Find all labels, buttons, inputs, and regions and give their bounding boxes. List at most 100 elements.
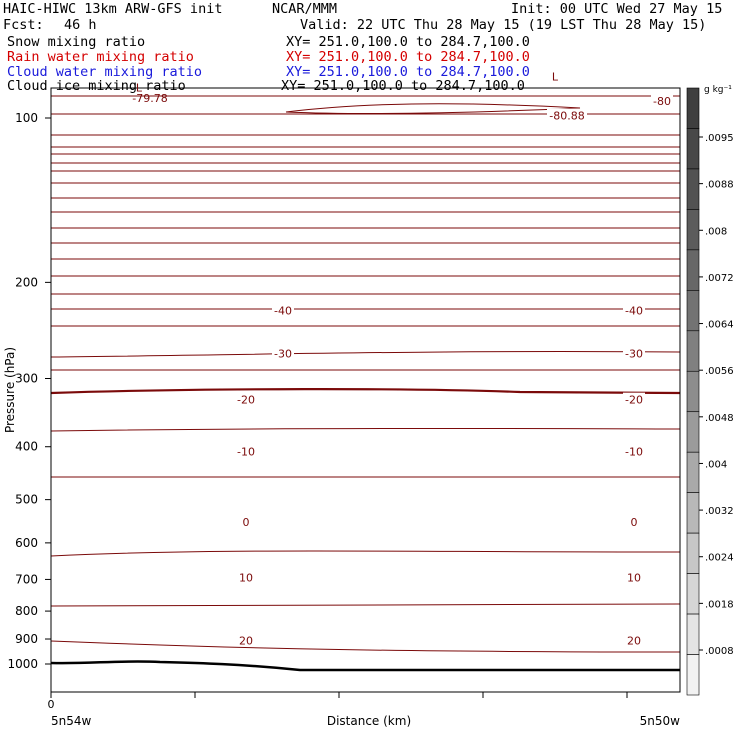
plot-frame	[50, 87, 681, 693]
label-bg	[626, 633, 642, 647]
colorbar-swatch	[686, 249, 700, 291]
isotherm-label: -20	[237, 394, 255, 407]
label-bg	[629, 515, 639, 529]
label-bg	[241, 515, 251, 529]
y-tick-label: 300	[15, 372, 38, 386]
label-bg	[238, 570, 254, 584]
y-tick-label: 400	[15, 440, 38, 454]
x-axis-label: Distance (km)	[327, 714, 411, 728]
colorbar-swatch	[686, 290, 700, 332]
isotherm-label: -80	[653, 95, 671, 108]
colorbar-swatch	[686, 87, 700, 129]
label-bg	[626, 570, 642, 584]
low-value: -79.78	[132, 92, 167, 105]
colorbar-swatch	[686, 168, 700, 210]
init-time: Init: 00 UTC Wed 27 May 15	[511, 1, 723, 17]
colorbar-swatch	[686, 209, 700, 251]
isotherm-label: 10	[239, 572, 253, 585]
colorbar: .0095 .0088 .008 .0072 .0064 .0056 .0048 .004 .0…	[686, 85, 734, 696]
colorbar-label: .0032	[705, 506, 734, 517]
label-bg	[623, 392, 645, 406]
colorbar-label: .004	[705, 459, 727, 470]
colorbar-swatch	[686, 330, 700, 372]
colorbar-swatch	[686, 532, 700, 574]
label-bg	[272, 346, 294, 360]
y-axis-label: Pressure (hPa)	[3, 347, 17, 433]
isotherm-line	[50, 427, 681, 432]
isotherm-label: 0	[631, 516, 638, 529]
forecast-hour: 46 h	[64, 17, 97, 33]
colorbar-label: .0048	[705, 413, 734, 424]
colorbar-swatch	[686, 370, 700, 413]
field-cloudice-xy: XY= 251.0,100.0 to 284.7,100.0	[281, 78, 525, 94]
low-marker: L	[136, 82, 143, 95]
isotherm-label: -40	[274, 304, 292, 317]
isotherm-line	[50, 351, 681, 358]
colorbar-label: .0056	[705, 366, 734, 377]
colorbar-label: .0008	[705, 646, 734, 657]
isotherm-line	[50, 388, 681, 395]
isotherm-label: -30	[274, 348, 292, 361]
colorbar-swatch	[686, 573, 700, 615]
model-title: HAIC-HIWC 13km ARW-GFS init	[3, 1, 223, 17]
low-value: -80.88	[549, 110, 584, 123]
colorbar-swatch	[686, 411, 700, 453]
forecast-label: Fcst:	[3, 17, 44, 33]
label-bg	[235, 444, 257, 458]
y-tick-label: 700	[15, 572, 38, 586]
colorbar-swatch	[686, 128, 700, 170]
field-cloudwater-xy: XY= 251.0,100.0 to 284.7,100.0	[286, 64, 530, 80]
x-tick-label: 0	[48, 698, 55, 711]
colorbar-label: .0064	[705, 320, 734, 331]
colorbar-label: .008	[705, 226, 727, 237]
label-bg	[651, 93, 673, 107]
y-tick-label: 500	[15, 493, 38, 507]
field-snow-xy: XY= 251.0,100.0 to 284.7,100.0	[286, 34, 530, 50]
valid-time: Valid: 22 UTC Thu 28 May 15 (19 LST Thu …	[300, 17, 707, 33]
y-tick-label: 900	[15, 632, 38, 646]
colorbar-label: .0018	[705, 599, 734, 610]
label-bg	[238, 633, 254, 647]
colorbar-swatch	[686, 613, 700, 655]
colorbar-unit: g kg⁻¹	[704, 85, 732, 95]
low-marker: L	[552, 71, 559, 84]
surface-line	[50, 660, 680, 672]
org-label: NCAR/MMM	[272, 1, 338, 17]
label-bg	[272, 303, 294, 317]
isotherm-label: -10	[625, 445, 643, 458]
colorbar-swatch	[686, 654, 700, 696]
isotherm-label: -10	[237, 445, 255, 458]
colorbar-label: .0095	[705, 133, 734, 144]
field-cloudwater-label: Cloud water mixing ratio	[7, 64, 203, 80]
colorbar-label: .0072	[705, 273, 734, 284]
label-bg	[623, 346, 645, 360]
colorbar-label: .0088	[705, 180, 734, 191]
label-bg	[623, 303, 645, 317]
y-tick-label: 1000	[7, 657, 38, 671]
cold-core-contour	[285, 103, 581, 115]
y-tick-label: 200	[15, 275, 38, 289]
field-cloudice-label: Cloud ice mixing ratio	[7, 78, 186, 94]
colorbar-swatch	[686, 492, 700, 534]
isotherm-label: -30	[625, 348, 643, 361]
label-bg	[623, 444, 645, 458]
isotherm-label: 20	[627, 634, 641, 647]
y-tick-label: 100	[15, 111, 38, 125]
isotherm-line	[50, 640, 681, 653]
axes: 1002003004005006007008009001000Pressure …	[3, 111, 680, 728]
isotherm-label: 20	[239, 634, 253, 647]
isotherm-label: 0	[243, 516, 250, 529]
field-snow-label: Snow mixing ratio	[7, 34, 146, 50]
field-rain-label: Rain water mixing ratio	[7, 49, 194, 65]
isotherm-label: -20	[625, 394, 643, 407]
y-tick-label: 800	[15, 604, 38, 618]
isotherm-line	[50, 550, 681, 557]
y-tick-label: 600	[15, 536, 38, 550]
label-bg	[235, 392, 257, 406]
label-bg	[547, 108, 587, 122]
contour-lines	[50, 95, 681, 672]
x-end-label: 5n50w	[640, 714, 681, 728]
